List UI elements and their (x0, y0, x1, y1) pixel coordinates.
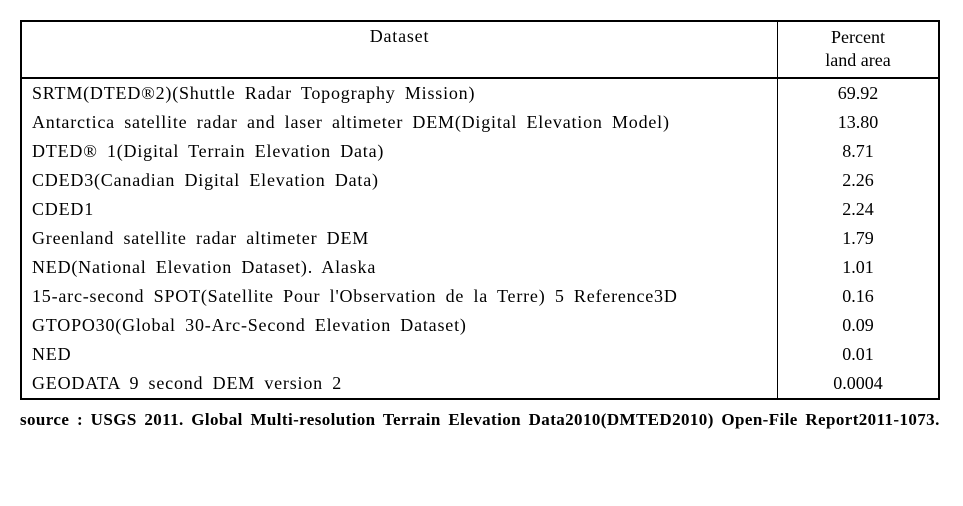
cell-percent: 0.09 (778, 311, 940, 340)
header-dataset: Dataset (21, 21, 778, 78)
elevation-datasets-table: Dataset Percent land area SRTM(DTED®2)(S… (20, 20, 940, 400)
table-row: SRTM(DTED®2)(Shuttle Radar Topography Mi… (21, 78, 939, 108)
header-percent-line2: land area (825, 50, 890, 70)
header-percent-line1: Percent (831, 27, 885, 47)
cell-dataset: NED(National Elevation Dataset). Alaska (21, 253, 778, 282)
cell-percent: 69.92 (778, 78, 940, 108)
table-row: GEODATA 9 second DEM version 2 0.0004 (21, 369, 939, 399)
table-row: NED(National Elevation Dataset). Alaska … (21, 253, 939, 282)
cell-percent: 0.0004 (778, 369, 940, 399)
cell-dataset: GEODATA 9 second DEM version 2 (21, 369, 778, 399)
cell-dataset: 15-arc-second SPOT(Satellite Pour l'Obse… (21, 282, 778, 311)
cell-percent: 0.16 (778, 282, 940, 311)
header-dataset-label: Dataset (370, 26, 430, 46)
cell-dataset: DTED® 1(Digital Terrain Elevation Data) (21, 137, 778, 166)
table-row: Antarctica satellite radar and laser alt… (21, 108, 939, 137)
cell-percent: 13.80 (778, 108, 940, 137)
cell-percent: 1.01 (778, 253, 940, 282)
table-row: CDED1 2.24 (21, 195, 939, 224)
cell-dataset: NED (21, 340, 778, 369)
cell-dataset: GTOPO30(Global 30-Arc-Second Elevation D… (21, 311, 778, 340)
table-row: GTOPO30(Global 30-Arc-Second Elevation D… (21, 311, 939, 340)
cell-dataset: Antarctica satellite radar and laser alt… (21, 108, 778, 137)
cell-percent: 8.71 (778, 137, 940, 166)
cell-dataset: CDED3(Canadian Digital Elevation Data) (21, 166, 778, 195)
cell-dataset: SRTM(DTED®2)(Shuttle Radar Topography Mi… (21, 78, 778, 108)
table-row: CDED3(Canadian Digital Elevation Data) 2… (21, 166, 939, 195)
cell-percent: 1.79 (778, 224, 940, 253)
cell-percent: 2.26 (778, 166, 940, 195)
table-row: DTED® 1(Digital Terrain Elevation Data) … (21, 137, 939, 166)
cell-percent: 2.24 (778, 195, 940, 224)
table-row: 15-arc-second SPOT(Satellite Pour l'Obse… (21, 282, 939, 311)
cell-dataset: CDED1 (21, 195, 778, 224)
cell-percent: 0.01 (778, 340, 940, 369)
table-row: NED 0.01 (21, 340, 939, 369)
source-citation: source : USGS 2011. Global Multi-resolut… (20, 402, 940, 438)
cell-dataset: Greenland satellite radar altimeter DEM (21, 224, 778, 253)
table-body: SRTM(DTED®2)(Shuttle Radar Topography Mi… (21, 78, 939, 399)
header-percent: Percent land area (778, 21, 940, 78)
table-row: Greenland satellite radar altimeter DEM … (21, 224, 939, 253)
